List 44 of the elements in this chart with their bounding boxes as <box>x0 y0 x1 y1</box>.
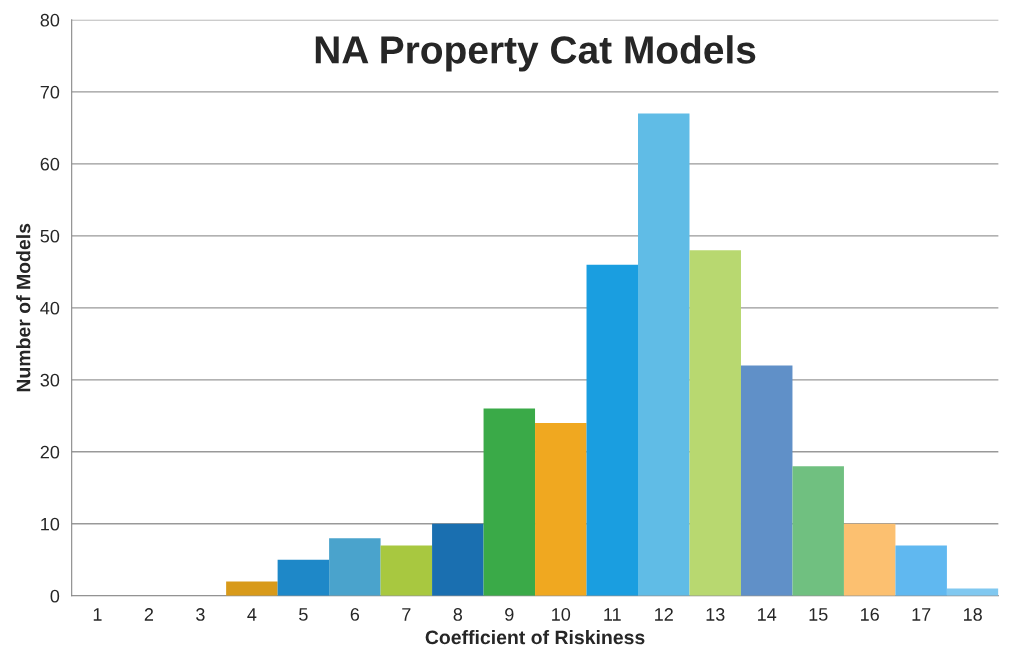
x-tick-label: 16 <box>861 608 879 621</box>
bar <box>638 113 690 596</box>
x-tick-label: 5 <box>299 608 308 621</box>
x-tick-label: 14 <box>758 608 777 621</box>
bar <box>432 523 484 596</box>
y-axis-title: Number of Models <box>16 223 31 392</box>
bar <box>689 250 741 596</box>
bar <box>740 365 793 596</box>
x-tick-label: 18 <box>963 608 982 621</box>
x-tick-label: 7 <box>402 608 411 621</box>
y-tick-label: 30 <box>40 373 60 387</box>
bar <box>380 545 433 596</box>
y-tick-label: 80 <box>40 13 60 27</box>
y-tick-label: 70 <box>40 85 60 99</box>
x-tick-label: 17 <box>912 608 931 621</box>
x-tick-label: 13 <box>706 608 725 621</box>
bar <box>483 408 536 596</box>
x-tick-label: 11 <box>604 608 621 621</box>
x-tick-label: 9 <box>505 608 514 621</box>
x-tick-label: 8 <box>453 608 463 621</box>
bar <box>586 264 639 596</box>
bar <box>843 523 896 596</box>
x-tick-label: 1 <box>93 608 102 621</box>
bar <box>329 538 381 596</box>
y-tick-label: 0 <box>50 589 60 603</box>
bar <box>226 581 278 596</box>
x-tick-label: 12 <box>655 608 673 621</box>
chart-title: NA Property Cat Models <box>315 35 756 72</box>
x-tick-label: 3 <box>196 608 205 621</box>
y-tick-label: 40 <box>40 301 60 315</box>
y-tick-label: 50 <box>40 229 60 243</box>
bar <box>895 545 947 596</box>
x-tick-label: 10 <box>552 608 571 621</box>
bar <box>792 466 844 596</box>
y-tick-label: 60 <box>40 157 60 171</box>
x-tick-label: 2 <box>144 608 154 621</box>
y-tick-label: 10 <box>41 517 60 531</box>
y-tick-label: 20 <box>40 445 60 459</box>
x-tick-label: 6 <box>350 608 360 621</box>
x-tick-label: 4 <box>247 608 257 621</box>
bar <box>535 423 587 596</box>
bar <box>277 559 330 596</box>
x-tick-label: 15 <box>809 608 828 621</box>
x-axis-title: Coefficient of Riskiness <box>425 629 645 645</box>
